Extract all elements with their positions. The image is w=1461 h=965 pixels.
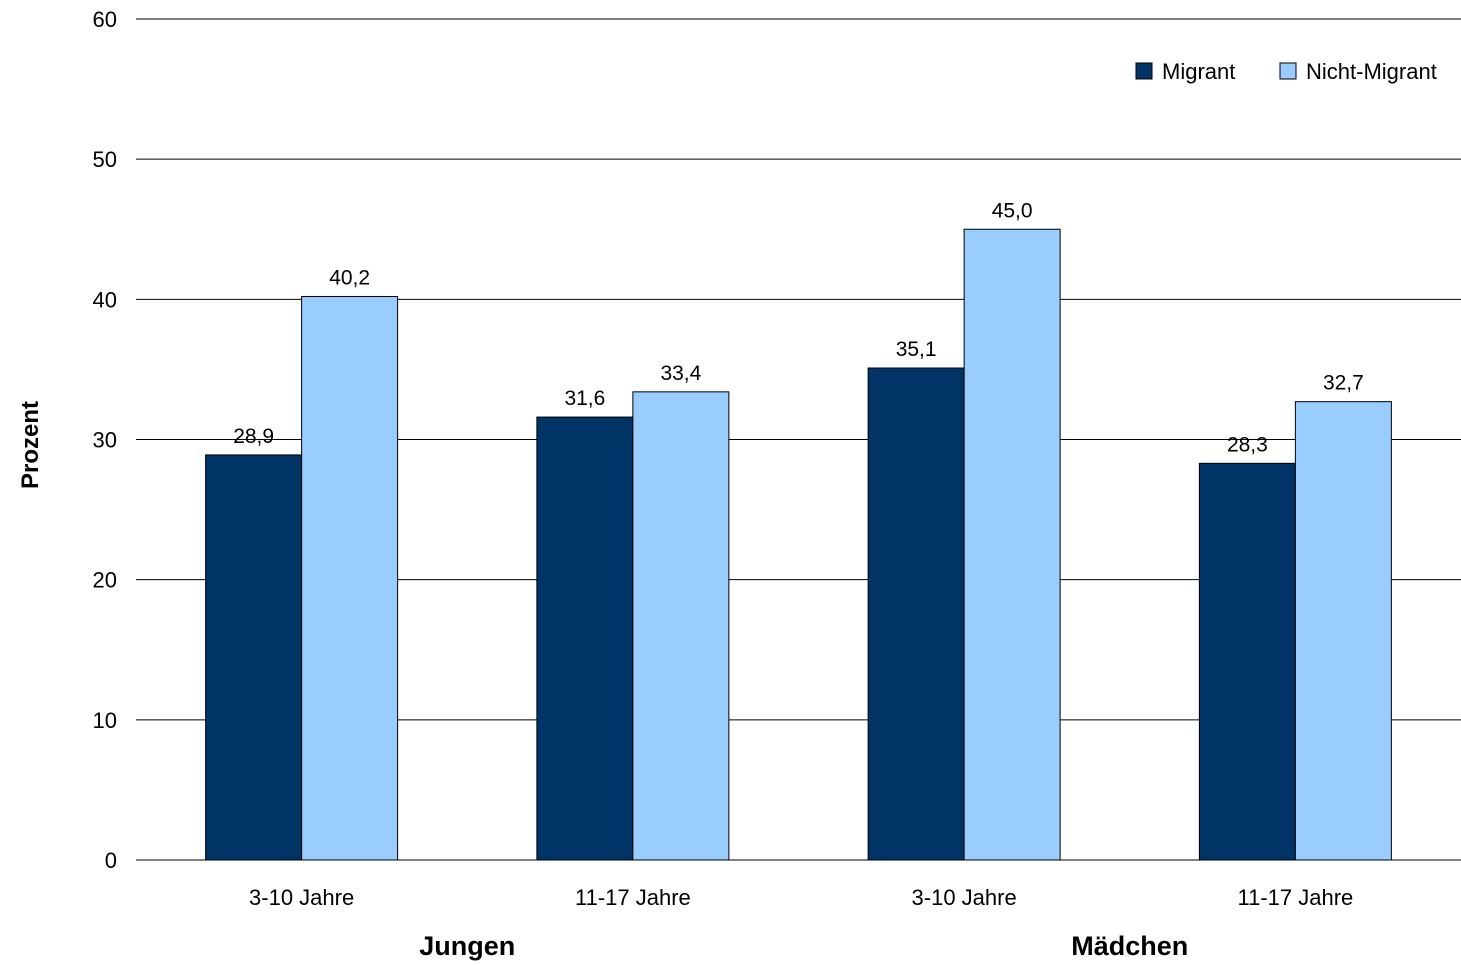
- bar-migrant: [867, 367, 965, 861]
- data-label: 28,3: [1227, 433, 1268, 456]
- x-category-label: 11-17 Jahre: [575, 885, 691, 910]
- data-label: 40,2: [329, 267, 370, 290]
- y-tick-labels: 0 10 20 30 40 50 60: [93, 7, 117, 873]
- legend-swatch: [1279, 62, 1297, 80]
- legend-label: Nicht-Migrant: [1306, 59, 1437, 84]
- x-category-label: 11-17 Jahre: [1237, 885, 1353, 910]
- bars: [205, 228, 1392, 861]
- data-label: 45,0: [992, 199, 1033, 222]
- y-tick-label: 10: [93, 708, 117, 733]
- data-labels: 28,9 40,2 31,6 33,4 35,1 45,0 28,3 32,7: [233, 199, 1364, 456]
- data-label: 32,7: [1323, 372, 1364, 395]
- y-tick-label: 40: [93, 287, 117, 312]
- bar-nicht-migrant: [963, 228, 1061, 861]
- data-label: 28,9: [233, 425, 274, 448]
- y-tick-label: 30: [93, 428, 117, 453]
- data-label: 33,4: [660, 362, 701, 385]
- bar-migrant: [536, 416, 634, 861]
- y-tick-label: 20: [93, 568, 117, 593]
- legend: Migrant Nicht-Migrant: [1135, 59, 1437, 84]
- x-category-label: 3-10 Jahre: [249, 885, 354, 910]
- group-label: Jungen: [419, 931, 515, 961]
- data-label: 31,6: [564, 387, 605, 410]
- bar-migrant: [1198, 462, 1296, 861]
- group-label: Mädchen: [1071, 931, 1188, 961]
- group-labels: Jungen Mädchen: [419, 931, 1188, 961]
- legend-label: Migrant: [1162, 59, 1235, 84]
- legend-swatch: [1135, 62, 1153, 80]
- x-category-label: 3-10 Jahre: [912, 885, 1017, 910]
- y-tick-label: 60: [93, 7, 117, 32]
- y-tick-label: 0: [105, 848, 117, 873]
- bar-nicht-migrant: [1294, 401, 1392, 861]
- x-category-labels: 3-10 Jahre 11-17 Jahre 3-10 Jahre 11-17 Jah…: [249, 885, 1353, 910]
- y-axis-label: Prozent: [17, 401, 44, 489]
- bar-nicht-migrant: [301, 296, 399, 861]
- bar-migrant: [205, 454, 303, 861]
- y-tick-label: 50: [93, 147, 117, 172]
- bar-nicht-migrant: [632, 391, 730, 861]
- data-label: 35,1: [896, 338, 937, 361]
